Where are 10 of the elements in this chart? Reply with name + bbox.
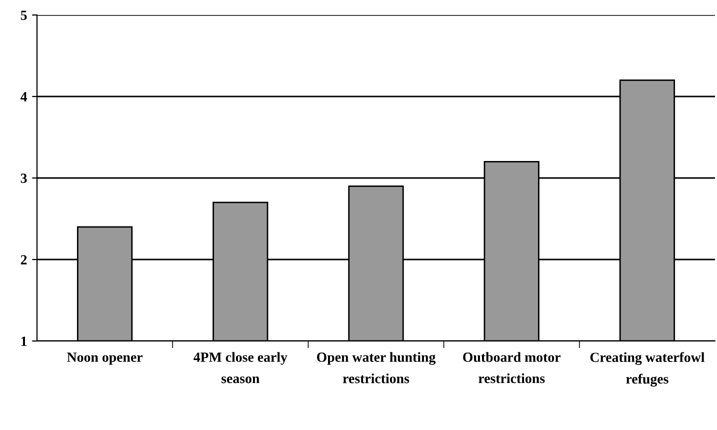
- x-tick-label: Creating waterfowl refuges: [590, 352, 704, 387]
- x-tick-label: Open water hunting restrictions: [316, 352, 436, 384]
- y-tick-label: 2: [20, 255, 27, 264]
- y-tick-label: 1: [21, 336, 27, 346]
- x-tick-label: 4PM close early season: [194, 352, 288, 384]
- y-tick-label: 4: [20, 92, 28, 102]
- y-tick-label: 5: [20, 10, 27, 20]
- y-tick-label: 3: [20, 174, 27, 183]
- x-tick-label: Outboard motor restrictions: [463, 352, 560, 384]
- x-tick-label: Noon opener: [67, 352, 142, 365]
